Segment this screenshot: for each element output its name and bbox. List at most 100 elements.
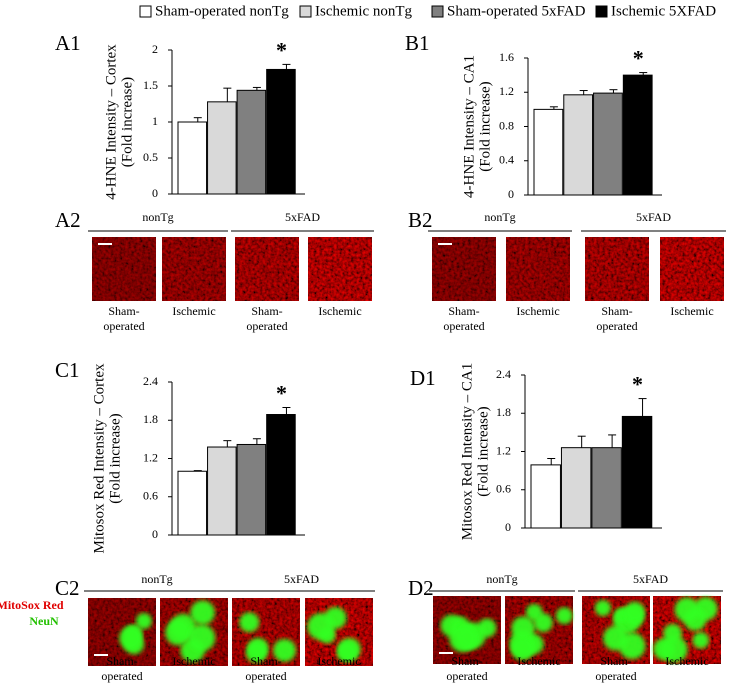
- y-tick-label: 0.8: [499, 118, 514, 132]
- stain-label: MitoSox Red: [0, 598, 64, 612]
- y-axis-label: (Fold increase): [477, 81, 493, 171]
- scale-bar: [439, 652, 453, 654]
- image-caption: Sham-: [250, 654, 281, 668]
- bar: [236, 443, 267, 536]
- nucleus: [603, 625, 628, 651]
- bar: [560, 447, 592, 529]
- bar: [266, 414, 296, 536]
- image-caption: Sham-: [108, 304, 139, 318]
- bar: [177, 470, 208, 536]
- nucleus: [555, 607, 573, 625]
- panel-label: C2: [55, 576, 80, 600]
- legend-swatch: [299, 5, 312, 18]
- legend-swatch: [595, 5, 608, 18]
- y-tick-label: 0.6: [496, 482, 511, 496]
- micrograph-noise: [162, 237, 226, 301]
- legend-label: Ischemic nonTg: [315, 3, 413, 19]
- nucleus: [660, 635, 688, 663]
- y-tick-label: 1.8: [496, 405, 511, 419]
- nucleus: [188, 624, 216, 652]
- micrograph-noise: [235, 237, 299, 301]
- y-tick-label: 1.5: [143, 78, 158, 92]
- group-label: nonTg: [486, 572, 517, 586]
- nucleus: [663, 623, 682, 643]
- image-caption: Sham-: [251, 304, 282, 318]
- y-tick-label: 0: [505, 520, 511, 534]
- y-tick-label: 1.6: [499, 50, 514, 64]
- nucleus: [165, 619, 191, 646]
- bar: [622, 74, 653, 196]
- micrograph-noise: [432, 237, 496, 301]
- y-tick-label: 0.4: [499, 153, 514, 167]
- image-caption: operated: [245, 669, 286, 683]
- stain-label: NeuN: [29, 614, 59, 628]
- image-caption: Sham-: [601, 304, 632, 318]
- y-tick-label: 0: [152, 527, 158, 541]
- legend-swatch: [431, 5, 444, 18]
- image-caption: operated: [103, 319, 144, 333]
- y-tick-label: 0: [508, 187, 514, 201]
- image-caption: Ischemic: [670, 304, 713, 318]
- y-tick-label: 2.4: [496, 367, 511, 381]
- y-tick-label: 0: [152, 186, 158, 200]
- legend-label: Ischemic 5XFAD: [611, 3, 716, 19]
- y-axis-label: 4-HNE Intensity – CA1: [461, 55, 477, 198]
- nucleus: [449, 624, 477, 653]
- nucleus: [525, 603, 543, 621]
- nucleus: [674, 597, 700, 622]
- group-label: 5xFAD: [285, 210, 320, 224]
- group-label: nonTg: [484, 210, 515, 224]
- panel-label: D2: [408, 576, 434, 600]
- nucleus: [624, 601, 645, 623]
- nucleus: [511, 637, 535, 661]
- micrograph-noise: [585, 237, 649, 301]
- image-caption: operated: [246, 319, 287, 333]
- image-caption: operated: [446, 669, 487, 683]
- y-tick-label: 2.4: [143, 374, 158, 388]
- image-caption: operated: [595, 669, 636, 683]
- nucleus: [692, 631, 710, 649]
- nucleus: [239, 612, 260, 633]
- image-caption: Ischemic: [516, 304, 559, 318]
- image-caption: Ischemic: [318, 304, 361, 318]
- panel-label: D1: [410, 366, 436, 390]
- legend-label: Sham-operated 5xFAD: [447, 3, 586, 19]
- y-tick-label: 1.8: [143, 412, 158, 426]
- image-caption: Ischemic: [172, 654, 215, 668]
- image-caption: operated: [596, 319, 637, 333]
- y-tick-label: 1: [152, 114, 158, 128]
- bar: [177, 121, 208, 195]
- group-label: nonTg: [141, 572, 172, 586]
- bar: [207, 101, 237, 195]
- image-caption: Ischemic: [172, 304, 215, 318]
- micrograph-noise: [308, 237, 372, 301]
- y-axis-label: Mitosox Red Intensity – Cortex: [91, 363, 107, 553]
- image-caption: Sham-: [451, 654, 482, 668]
- significance-marker: *: [632, 372, 643, 397]
- micrograph-noise: [506, 237, 570, 301]
- group-label: 5xFAD: [636, 210, 671, 224]
- y-tick-label: 1.2: [499, 84, 514, 98]
- group-label: 5xFAD: [633, 572, 668, 586]
- significance-marker: *: [633, 46, 644, 71]
- scale-bar: [94, 654, 108, 656]
- image-caption: Sham-: [600, 654, 631, 668]
- y-axis-label: Mitosox Red Intensity – CA1: [459, 363, 475, 541]
- y-tick-label: 2: [152, 42, 158, 56]
- bar: [533, 108, 564, 196]
- bar: [530, 464, 561, 529]
- bar: [591, 447, 622, 529]
- image-caption: operated: [443, 319, 484, 333]
- micrograph-noise: [92, 237, 156, 301]
- bar: [593, 92, 623, 196]
- y-tick-label: 0.5: [143, 150, 158, 164]
- y-axis-label: 4-HNE Intensity – Cortex: [103, 44, 119, 200]
- bar: [207, 446, 237, 536]
- image-caption: operated: [101, 669, 142, 683]
- bar: [563, 94, 594, 196]
- panel-label: A1: [55, 31, 81, 55]
- panel-label: C1: [55, 358, 80, 382]
- micrograph-noise: [660, 237, 724, 301]
- nucleus: [190, 600, 215, 625]
